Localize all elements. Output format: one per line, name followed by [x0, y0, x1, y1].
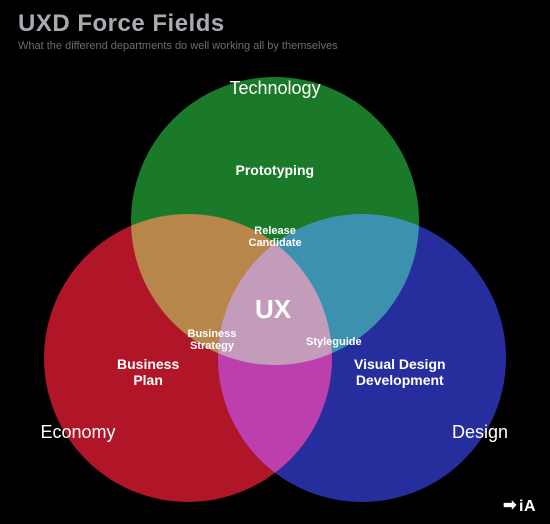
label-business-strategy: Business Strategy	[188, 328, 237, 353]
label-visual-design-dev: Visual Design Development	[354, 356, 446, 388]
label-center-ux: UX	[255, 295, 291, 325]
logo-text: iA	[519, 498, 536, 515]
page-subtitle: What the differend departments do well w…	[18, 40, 338, 52]
label-business-plan: Business Plan	[117, 356, 179, 388]
label-release-candidate: Release Candidate	[249, 225, 302, 250]
circle-economy	[44, 214, 332, 502]
page-title: UXD Force Fields	[18, 10, 225, 38]
label-design: Design	[452, 422, 508, 443]
label-technology: Technology	[230, 78, 321, 99]
logo-ia: ➡iA	[503, 496, 536, 516]
label-prototyping: Prototyping	[236, 162, 315, 178]
label-styleguide: Styleguide	[306, 336, 362, 349]
arrow-right-icon: ➡	[503, 495, 517, 515]
label-economy: Economy	[41, 422, 116, 443]
